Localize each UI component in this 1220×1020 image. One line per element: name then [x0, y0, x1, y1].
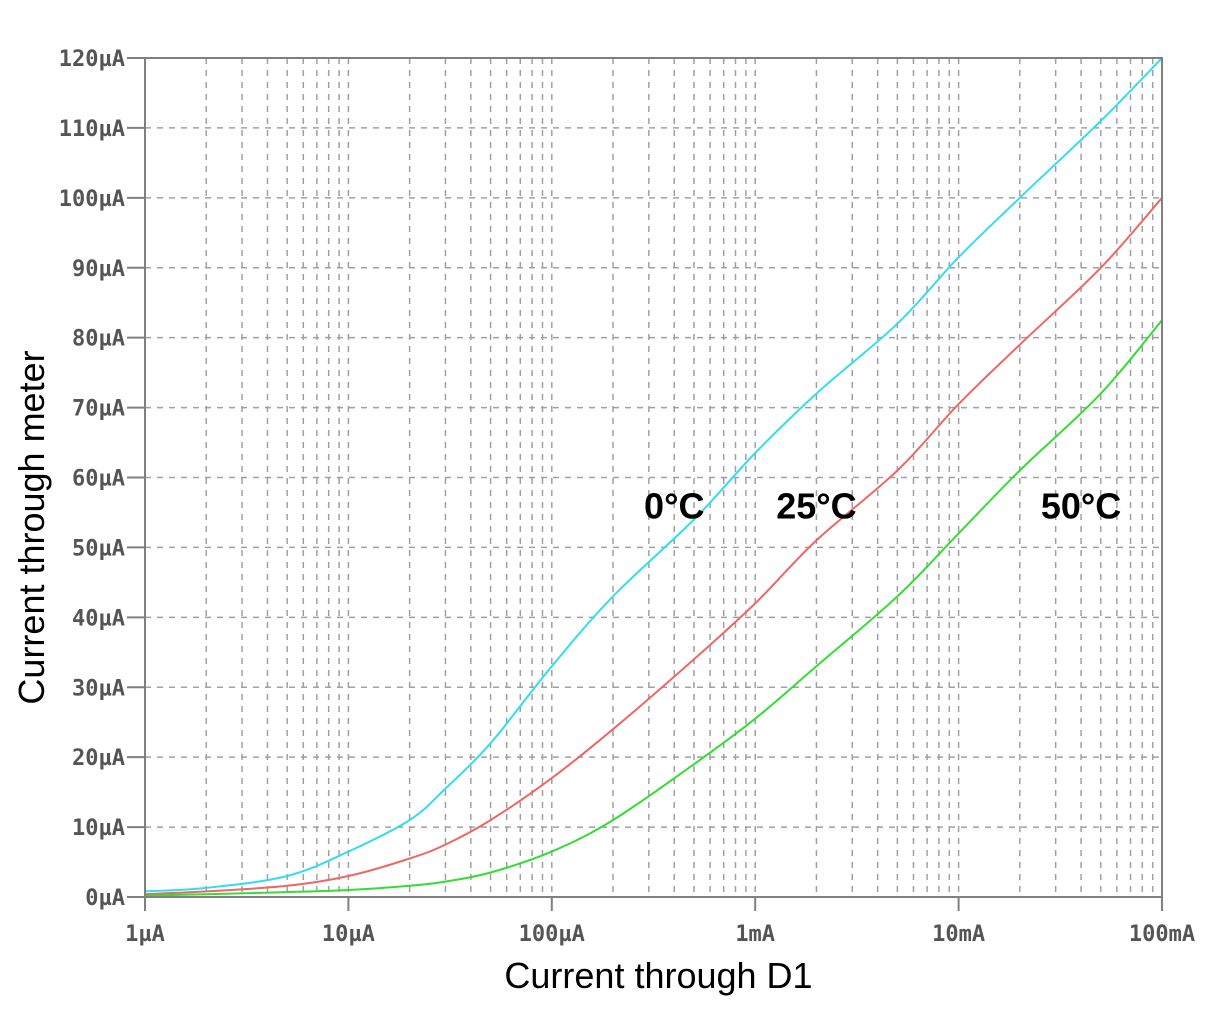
y-tick-label: 0µA — [85, 886, 125, 911]
series-label: 50°C — [1041, 485, 1121, 526]
y-tick-label: 100µA — [59, 187, 125, 212]
x-tick-label: 100µA — [519, 922, 585, 947]
y-tick-label: 60µA — [72, 467, 125, 492]
series-line-0CC — [144, 57, 1163, 893]
series-label: 25°C — [776, 485, 856, 526]
x-axis-title: Current through D1 — [504, 955, 812, 996]
x-tick-label: 1mA — [735, 922, 775, 947]
y-tick-labels: 0µA 10µA 20µA 30µA 40µA 50µA 60µA 70µA 80µA 90µA 1… — [59, 47, 125, 911]
x-tick-label: 10µA — [322, 922, 375, 947]
grid — [145, 58, 1162, 897]
series-line-50CC — [144, 319, 1163, 897]
tick-marks — [127, 57, 1163, 911]
series-labels: 0°C 25°C 50°C — [644, 485, 1121, 526]
y-tick-label: 70µA — [72, 397, 125, 422]
plot-frame — [144, 57, 1163, 898]
y-tick-label: 40µA — [72, 606, 125, 631]
x-tick-label: 10mA — [932, 922, 985, 947]
y-tick-label: 120µA — [59, 47, 125, 72]
y-axis-title: Current through meter — [11, 350, 52, 704]
y-tick-label: 10µA — [72, 816, 125, 841]
y-tick-label: 20µA — [72, 746, 125, 771]
series-label: 0°C — [644, 485, 704, 526]
x-tick-label: 1µA — [125, 922, 165, 947]
series-line-25CC — [144, 197, 1163, 896]
x-tick-label: 100mA — [1129, 922, 1195, 947]
x-tick-labels: 1µA 10µA 100µA 1mA 10mA 100mA — [125, 922, 1195, 947]
y-tick-label: 110µA — [59, 117, 125, 142]
y-tick-label: 30µA — [72, 676, 125, 701]
y-tick-label: 50µA — [72, 536, 125, 561]
series-lines — [144, 57, 1163, 897]
y-tick-label: 80µA — [72, 327, 125, 352]
y-tick-label: 90µA — [72, 257, 125, 282]
